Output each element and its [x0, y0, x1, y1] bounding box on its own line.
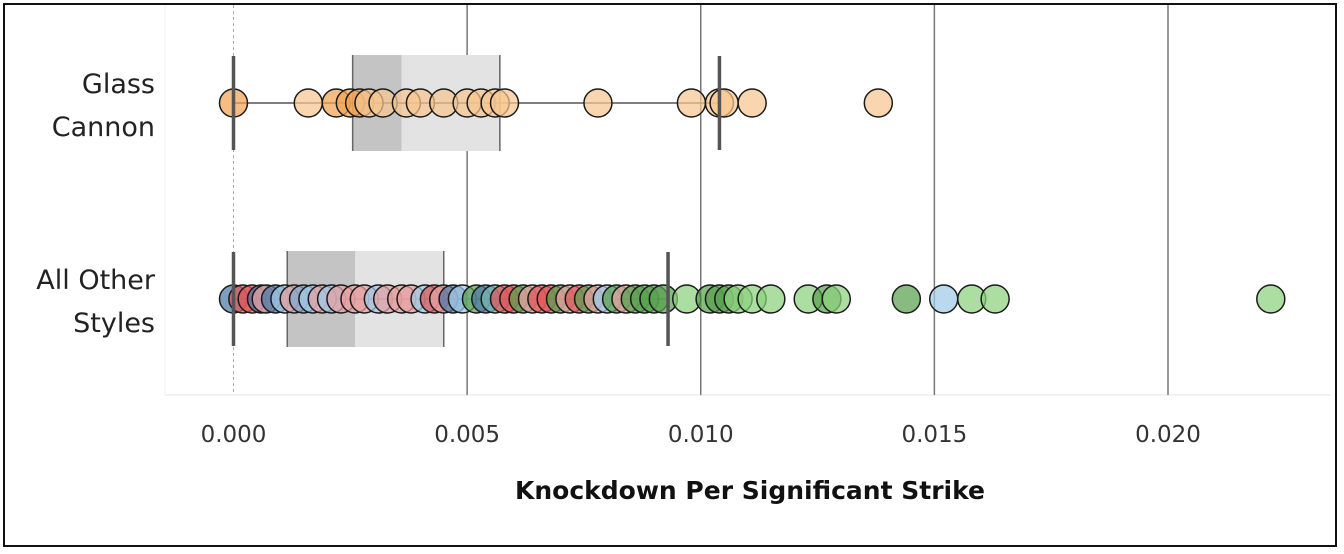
category-label: Glass	[82, 69, 155, 100]
x-tick-label: 0.000	[201, 422, 267, 448]
data-point	[293, 88, 324, 118]
x-tick-label: 0.010	[668, 422, 734, 448]
data-point	[928, 284, 959, 314]
category-label: Cannon	[52, 112, 155, 143]
category-label: Styles	[73, 308, 155, 339]
box-plot-chart: 0.000 0.005 0.010 0.015 0.020 Knockdown Per S…	[36, 5, 1331, 505]
data-point	[1256, 284, 1286, 314]
x-tick-label: 0.015	[901, 422, 967, 448]
data-point	[709, 88, 739, 118]
x-axis-title: Knockdown Per Significant Strike	[515, 476, 985, 505]
category-label: All Other	[36, 265, 156, 296]
x-tick-label: 0.005	[434, 422, 500, 448]
data-point	[863, 88, 894, 118]
data-point	[583, 88, 613, 118]
data-point	[737, 88, 767, 118]
x-tick-label: 0.020	[1135, 422, 1201, 448]
data-point	[756, 284, 786, 314]
chart-frame: 0.000 0.005 0.010 0.015 0.020 Knockdown Per S…	[3, 3, 1337, 547]
data-point	[676, 88, 707, 118]
data-point	[891, 284, 922, 314]
data-point	[980, 284, 1010, 314]
data-point	[489, 88, 520, 118]
data-point	[821, 284, 852, 314]
